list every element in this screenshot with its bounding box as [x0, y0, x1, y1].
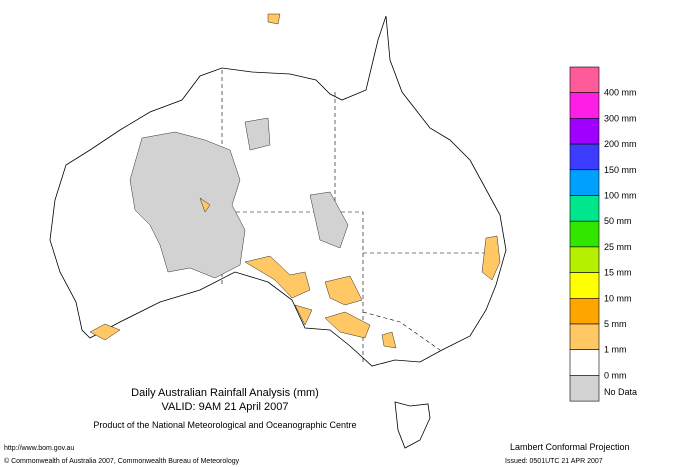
rain-area: [324, 275, 363, 306]
legend-label: 10 mm: [604, 293, 632, 303]
legend-swatch: [569, 118, 600, 145]
legend-label: 100 mm: [604, 191, 637, 201]
legend-label: 0 mm: [604, 370, 627, 380]
legend-label: 25 mm: [604, 242, 632, 252]
legend-swatch: [569, 66, 600, 94]
legend-label: 5 mm: [604, 319, 627, 329]
legend: 400 mm 300 mm 200 mm 150 mm 100 mm 50 mm 25 mm…: [569, 66, 637, 402]
tasmania-coast: [394, 401, 431, 449]
legend-swatch: [569, 375, 600, 402]
rain-area: [481, 235, 501, 281]
issued: Issued: 0501UTC 21 APR 2007: [505, 458, 603, 465]
legend-label: 15 mm: [604, 268, 632, 278]
state-border: [362, 311, 441, 351]
legend-swatch: [569, 246, 600, 273]
copyright: © Commonwealth of Australia 2007, Common…: [4, 457, 240, 465]
rain-area: [244, 255, 311, 299]
no-data-area: [309, 191, 349, 249]
legend-swatch: [569, 272, 600, 299]
product-note: Product of the National Meteorological a…: [93, 420, 356, 430]
legend-label: 1 mm: [604, 345, 627, 355]
legend-swatch: [569, 323, 600, 351]
valid-time: VALID: 9AM 21 April 2007: [162, 401, 289, 413]
legend-swatch: [569, 297, 600, 325]
legend-label: 300 mm: [604, 113, 637, 123]
projection: Lambert Conformal Projection: [510, 442, 630, 452]
rain-area: [294, 304, 313, 326]
rain-area: [324, 311, 371, 339]
legend-swatch: [569, 220, 600, 248]
no-data-area: [244, 117, 271, 151]
legend-swatch: [569, 92, 600, 119]
legend-label: No Data: [604, 387, 637, 397]
legend-swatch: [569, 143, 600, 171]
rain-area: [89, 323, 121, 341]
state-border: [222, 211, 364, 365]
legend-label: 200 mm: [604, 139, 637, 149]
url: http://www.bom.gov.au: [4, 445, 74, 452]
mainland-coast: [49, 15, 507, 367]
legend-label: 50 mm: [604, 216, 632, 226]
legend-label: 400 mm: [604, 88, 637, 98]
rain-area: [381, 331, 397, 349]
legend-swatch: [569, 195, 600, 222]
legend-swatch: [569, 169, 600, 196]
no-data-area: [129, 131, 246, 279]
rain-area: [199, 197, 211, 213]
map-title: Daily Australian Rainfall Analysis (mm): [131, 387, 319, 399]
legend-swatch: [569, 349, 600, 376]
legend-label: 150 mm: [604, 165, 637, 175]
rain-area: [267, 13, 281, 25]
